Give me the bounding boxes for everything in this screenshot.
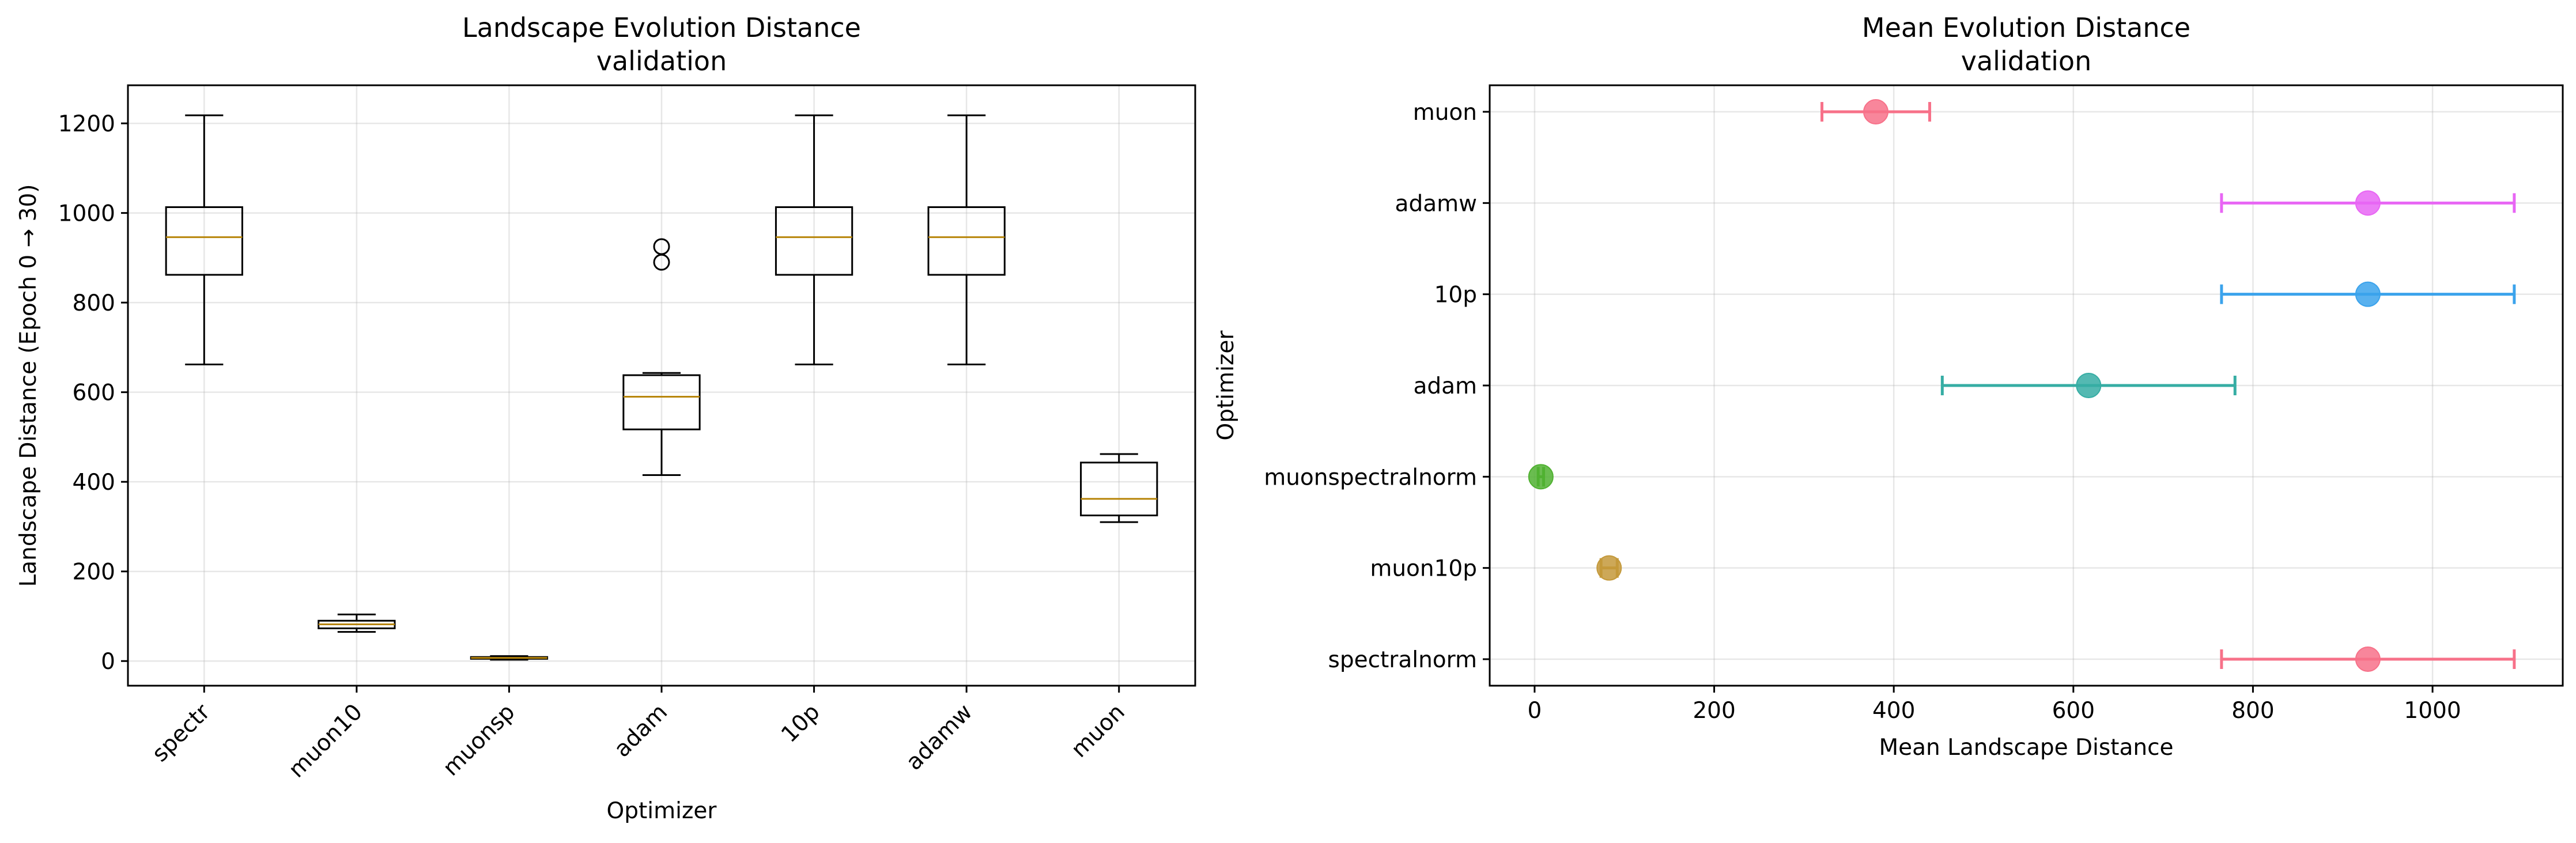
ticks: 0 200 400 600 800 1000 1200 spectr muon10 muonsp a… [58,111,1130,783]
y-tick-label: adam [1413,373,1477,399]
y-tick-label: 1000 [58,201,115,227]
box-plot-chart: Landscape Evolution Distance validation … [16,12,1196,824]
x-tick-label: 1000 [2404,698,2461,724]
box-adam [622,238,701,477]
chart-subtitle: validation [1961,46,2091,77]
box-iqr [1080,462,1158,517]
x-tick-label: adamw [901,699,978,776]
y-tick-label: 200 [73,560,115,585]
errorbar-muon10p [1596,555,1622,581]
box-muon [1080,453,1158,523]
plot-frame [127,84,1196,687]
errorbar-adamw [2220,190,2516,216]
errorbar-chart: Mean Evolution Distance validation 0 200 4… [1213,12,2564,761]
errorbar-muon [1820,99,1931,124]
grid [128,85,1195,686]
y-tick-label: 10p [1434,282,1477,308]
chart-subtitle: validation [596,46,727,77]
y-tick-label: muon10p [1370,556,1477,582]
x-tick-label: 200 [1693,698,1735,724]
mean-point [1596,555,1622,581]
y-tick-label: 400 [73,470,115,496]
box-muonsp [470,655,549,661]
x-tick-label: spectr [147,699,216,768]
x-tick-label: 600 [2052,698,2095,724]
ticks: 0 200 400 600 800 1000spectralnormmuon10pmuon… [1264,100,2461,724]
box-spectr [165,114,243,365]
box-iqr [622,374,701,430]
plot-frame [1489,84,2564,687]
x-tick-label: muon10 [284,699,368,783]
x-tick-label: muon [1066,699,1130,763]
y-tick-label: spectralnorm [1328,647,1478,673]
box-iqr [927,206,1006,276]
mean-point [2355,647,2381,672]
mean-point [2076,373,2102,398]
x-axis-label: Mean Landscape Distance [1879,735,2173,761]
x-tick-label: adam [609,699,673,762]
mean-point [1528,464,1554,490]
x-axis-label: Optimizer [607,798,717,824]
y-tick-label: adamw [1395,191,1477,217]
y-axis-label: Optimizer [1213,330,1239,441]
errorbar-muonspectralnorm [1528,464,1554,490]
y-tick-label: 1200 [58,111,115,137]
boxes [165,114,1158,661]
x-tick-label: 0 [1527,698,1542,724]
errorbar-spectralnorm [2220,647,2516,672]
y-tick-label: 800 [73,290,115,316]
chart-title: Landscape Evolution Distance [462,12,861,43]
mean-point [2355,281,2381,307]
y-axis-label: Landscape Distance (Epoch 0 → 30) [16,184,41,587]
chart-title: Mean Evolution Distance [1862,12,2190,43]
x-tick-label: 400 [1872,698,1915,724]
box-muon10 [318,613,396,633]
box-iqr [165,206,243,276]
y-tick-label: 0 [101,649,115,675]
box-adamw [927,114,1006,365]
box-10p [775,114,853,365]
mean-point [2355,190,2381,216]
x-tick-label: muonsp [438,699,520,781]
errorbar-10p [2220,281,2516,307]
mean-point [1863,99,1889,124]
y-tick-label: muonspectralnorm [1264,464,1477,490]
error-bars [1528,99,2516,672]
x-tick-label: 800 [2231,698,2274,724]
y-tick-label: muon [1413,100,1477,126]
y-tick-label: 600 [73,380,115,406]
x-tick-label: 10p [776,699,825,747]
errorbar-adam [1940,373,2237,398]
box-iqr [775,206,853,276]
outlier-point [653,238,670,255]
